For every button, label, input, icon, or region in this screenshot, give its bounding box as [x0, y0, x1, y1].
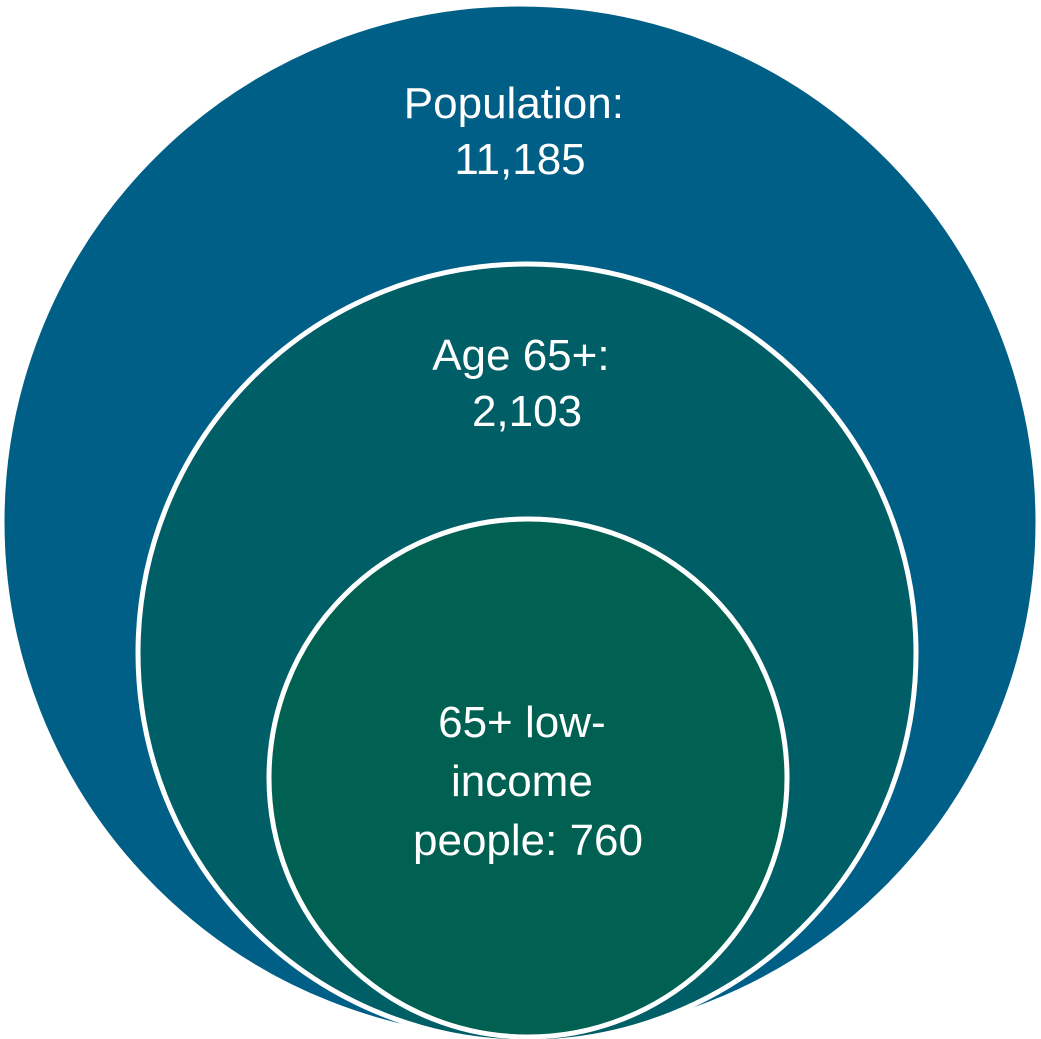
- population-label: Population: 11,185: [404, 79, 636, 184]
- population-label-line-2: 11,185: [454, 135, 585, 184]
- age-65-label: Age 65+: 2,103: [432, 331, 622, 436]
- low-income-label-line-2: income: [451, 757, 593, 806]
- low-income-circle: [266, 516, 790, 1039]
- population-label-line-1: Population:: [404, 79, 624, 128]
- age-65-label-line-1: Age 65+:: [432, 331, 609, 380]
- low-income-label-line-3: people: 760: [413, 816, 643, 865]
- age-65-label-line-2: 2,103: [472, 387, 582, 436]
- low-income-label: 65+ low- income people: 760: [413, 698, 643, 865]
- low-income-label-line-1: 65+ low-: [438, 698, 606, 747]
